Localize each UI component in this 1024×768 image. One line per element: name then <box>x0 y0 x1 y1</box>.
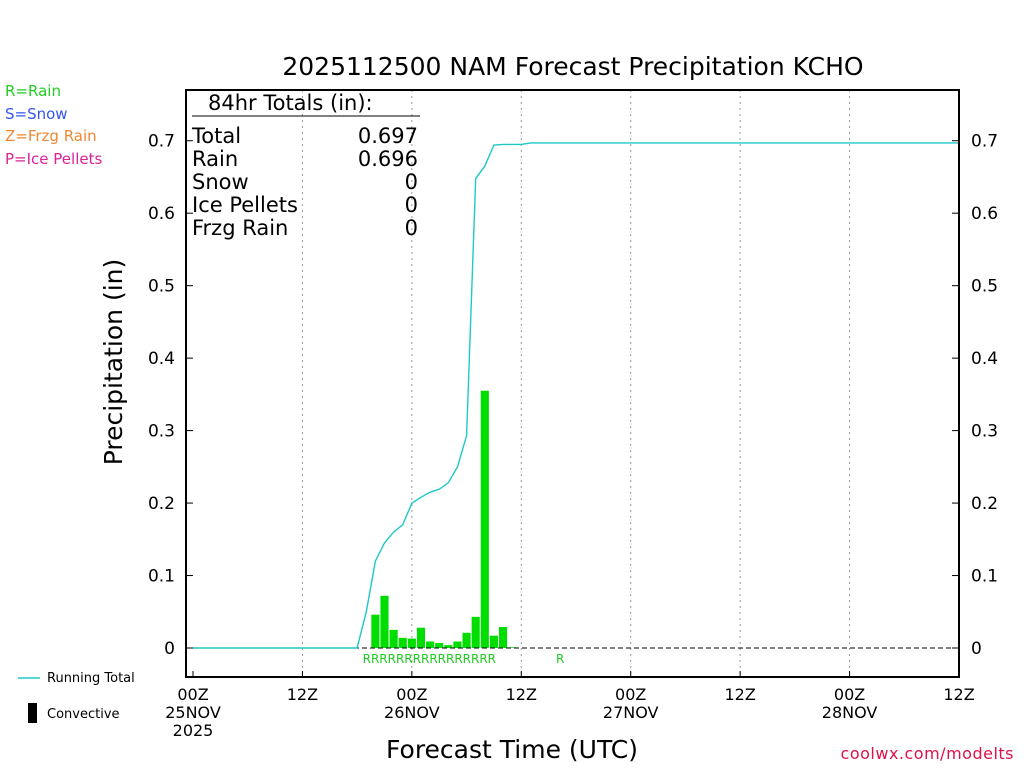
precip-bar-9 <box>453 641 462 649</box>
precip-bars <box>371 390 517 649</box>
ytick-label-left-7: 0.7 <box>148 132 175 152</box>
totals-value-snow: 0 <box>405 170 418 194</box>
ytick-label-left-5: 0.5 <box>148 277 175 297</box>
totals-label-frzg-rain: Frzg Rain <box>192 216 288 240</box>
xtick-label-0-1: 25NOV <box>165 703 221 722</box>
precip-bar-7 <box>435 642 444 649</box>
precip-bar-1 <box>380 595 389 649</box>
plot-frame <box>185 89 960 678</box>
totals-label-snow: Snow <box>192 170 249 194</box>
xtick-label-6-0: 00Z <box>834 685 865 704</box>
precip-bar-14 <box>498 626 508 649</box>
precip-bar-15 <box>508 647 517 649</box>
precip-bar-8 <box>444 645 453 649</box>
totals-label-total: Total <box>191 124 241 148</box>
ytick-label-right-0: 0 <box>971 639 982 659</box>
chart-title: 2025112500 NAM Forecast Precipitation KC… <box>282 52 863 81</box>
running-total-line <box>193 142 959 649</box>
y-axis-right: 0 0.1 0.2 0.3 0.4 0.5 0.6 0.7 <box>952 132 998 659</box>
y-axis-left: 0 0.1 0.2 0.3 0.4 0.5 0.6 0.7 <box>148 132 193 659</box>
credit-link[interactable]: coolwx.com/modelts <box>840 744 1014 763</box>
xtick-label-4-0: 00Z <box>615 685 646 704</box>
xtick-label-0-0: 00Z <box>177 685 208 704</box>
precip-bar-0 <box>371 614 380 649</box>
precip-bar-10 <box>462 632 471 649</box>
precip-type-key: R=Rain S=Snow Z=Frzg Rain P=Ice Pellets <box>5 80 102 170</box>
totals-box: 84hr Totals (in): Total 0.697 Rain 0.696… <box>191 91 420 240</box>
xtick-label-2-0: 00Z <box>396 685 427 704</box>
ytick-label-right-7: 0.7 <box>971 132 998 152</box>
ytick-label-right-3: 0.3 <box>971 422 998 442</box>
key-rain: R=Rain <box>5 82 61 100</box>
precip-type-label-0: RRRRRRRRRRRRRRRR <box>363 652 496 666</box>
totals-label-ice-pellets: Ice Pellets <box>192 193 298 217</box>
key-frzg-rain: Z=Frzg Rain <box>5 127 97 145</box>
precip-bar-13 <box>489 635 498 649</box>
precip-bar-6 <box>426 641 435 649</box>
xtick-label-2-1: 26NOV <box>384 703 440 722</box>
ytick-label-right-4: 0.4 <box>971 349 998 369</box>
xtick-label-6-1: 28NOV <box>822 703 878 722</box>
precip-bar-11 <box>471 616 480 649</box>
running-total-label: Running Total <box>47 671 135 686</box>
ytick-label-right-5: 0.5 <box>971 277 998 297</box>
precip-bar-3 <box>398 637 407 649</box>
y-axis-title: Precipitation (in) <box>99 259 128 466</box>
x-axis-title: Forecast Time (UTC) <box>386 735 638 764</box>
ytick-label-left-4: 0.4 <box>148 349 175 369</box>
ytick-label-right-1: 0.1 <box>971 567 998 587</box>
convective-swatch <box>28 703 37 723</box>
totals-value-frzg-rain: 0 <box>405 216 418 240</box>
ytick-label-left-1: 0.1 <box>148 567 175 587</box>
ytick-label-right-2: 0.2 <box>971 494 998 514</box>
ytick-label-left-0: 0 <box>164 639 175 659</box>
ytick-label-left-2: 0.2 <box>148 494 175 514</box>
totals-heading: 84hr Totals (in): <box>208 91 373 115</box>
xtick-label-7-0: 12Z <box>943 685 974 704</box>
precip-bar-2 <box>389 629 398 649</box>
xtick-label-3-0: 12Z <box>506 685 537 704</box>
precip-type-row: RRRRRRRRRRRRRRRR R <box>363 652 565 666</box>
precip-type-label-1: R <box>556 652 564 666</box>
precip-bar-5 <box>416 627 426 649</box>
key-ice-pellets: P=Ice Pellets <box>5 149 103 168</box>
precip-bar-12 <box>480 390 489 649</box>
xtick-label-0-2: 2025 <box>173 721 214 740</box>
totals-label-rain: Rain <box>192 147 238 171</box>
precip-bar-4 <box>407 638 416 649</box>
xtick-label-1-0: 12Z <box>287 685 318 704</box>
xtick-label-5-0: 12Z <box>724 685 755 704</box>
ytick-label-right-6: 0.6 <box>971 204 998 224</box>
gridlines <box>301 90 851 677</box>
totals-value-total: 0.697 <box>358 124 418 148</box>
totals-value-rain: 0.696 <box>358 147 418 171</box>
bottom-legend: Running Total Convective <box>18 671 135 723</box>
ytick-label-left-3: 0.3 <box>148 422 175 442</box>
key-snow: S=Snow <box>5 104 68 123</box>
convective-label: Convective <box>47 707 120 722</box>
xtick-label-4-1: 27NOV <box>603 703 659 722</box>
ytick-label-left-6: 0.6 <box>148 204 175 224</box>
totals-value-ice-pellets: 0 <box>405 193 418 217</box>
